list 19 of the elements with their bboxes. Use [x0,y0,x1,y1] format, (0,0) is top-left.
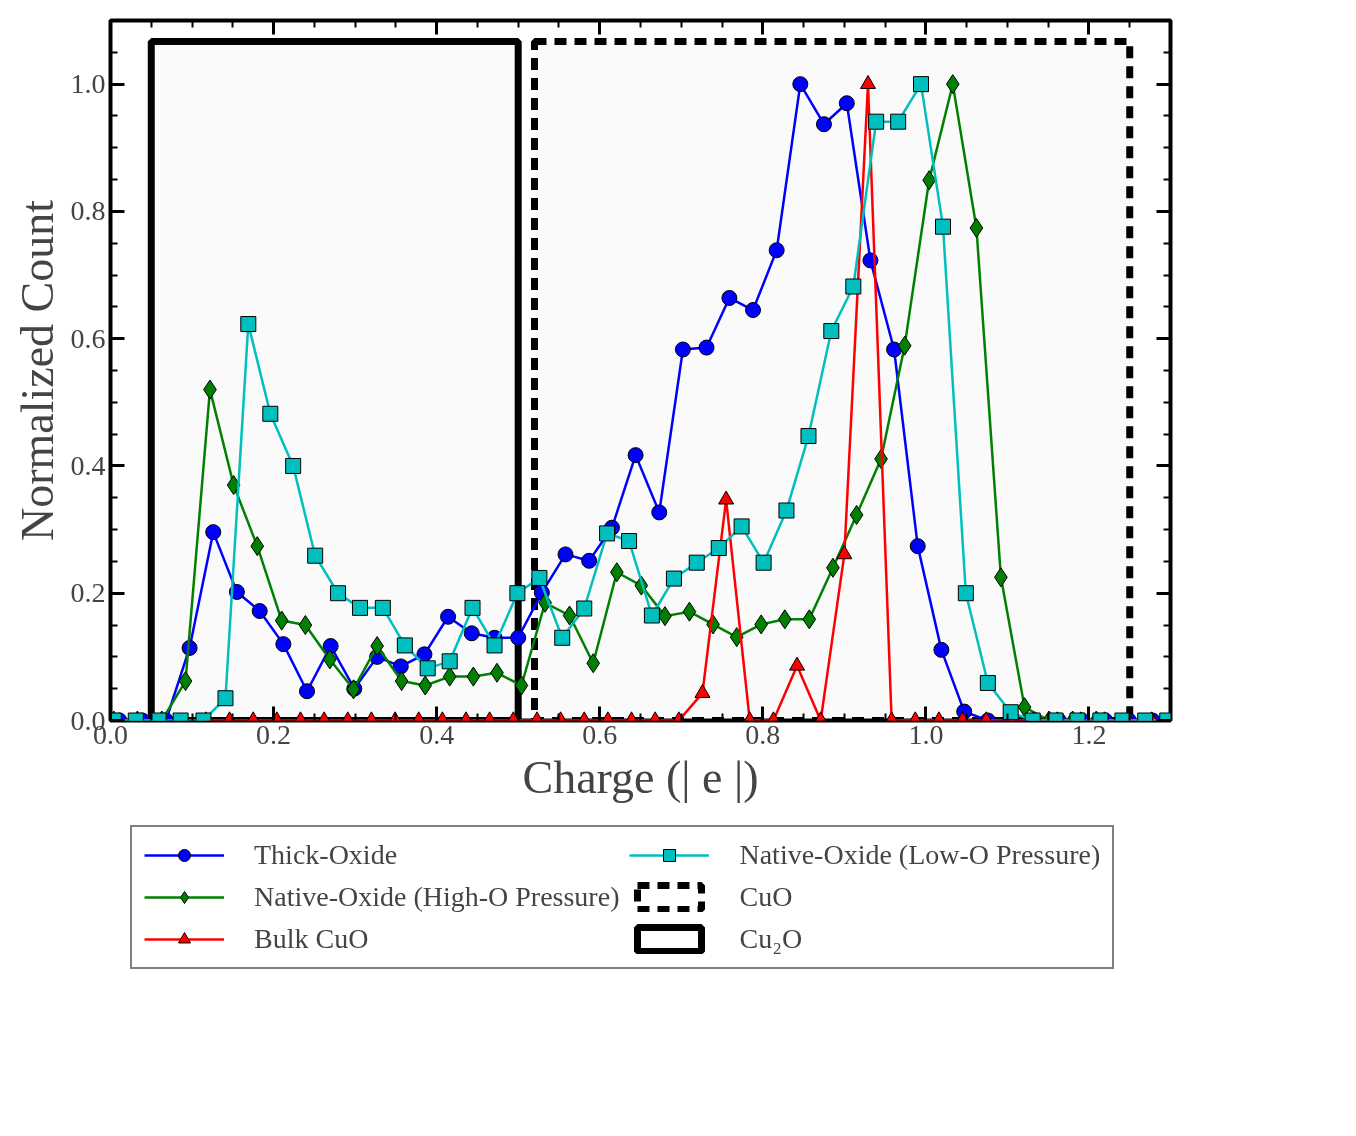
y-tick-label: 0.8 [70,195,106,227]
x-tick-label: 0.6 [582,718,618,750]
legend-label: Thick-Oxide [254,839,398,871]
x-tick-label: 0.4 [419,718,455,750]
y-axis-title: Normalized Count [11,199,63,542]
legend-label: Bulk CuO [254,923,369,955]
legend-label: CuO [739,881,793,913]
y-tick-label: 1.0 [70,68,106,100]
legend-label: Cu₂O [739,923,803,955]
y-tick-label: 0.6 [70,322,106,354]
legend-label: Native-Oxide (Low-O Pressure) [739,839,1101,871]
legend-label: Native-Oxide (High-O Pressure) [254,881,620,913]
x-axis-title: Charge (| e |) [522,751,759,803]
x-tick-label: 0.2 [256,718,292,750]
x-tick-label: 1.0 [908,718,944,750]
x-tick-label: 1.2 [1071,718,1107,750]
x-tick-label: 0.8 [745,718,781,750]
y-tick-label: 0.2 [70,577,106,609]
y-tick-label: 0.4 [70,449,106,481]
